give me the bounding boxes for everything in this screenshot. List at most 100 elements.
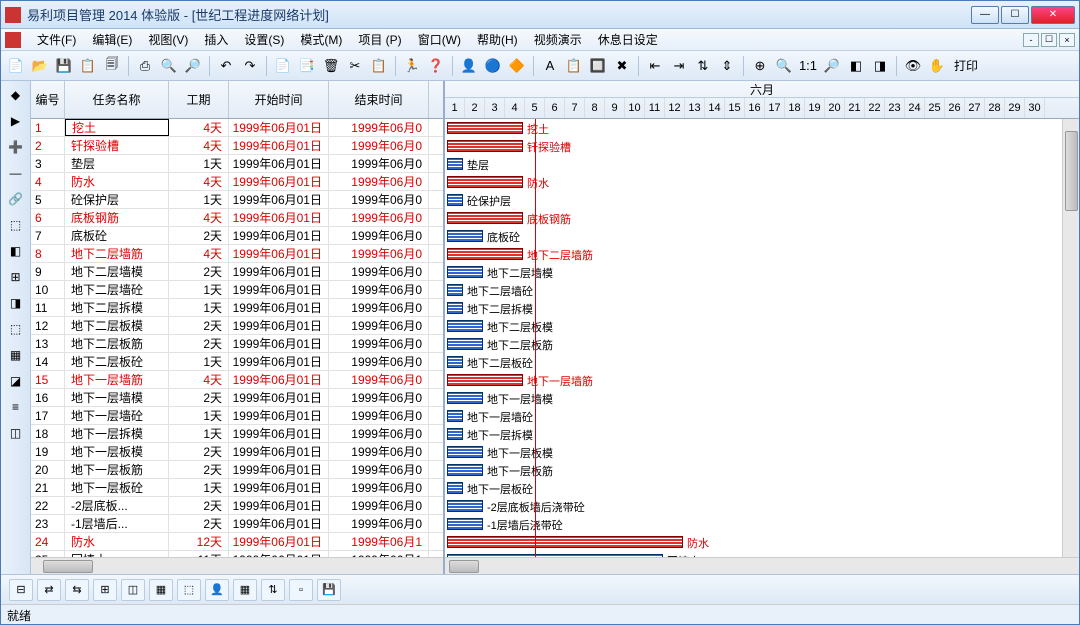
bottom-btn-10[interactable]: ▫	[289, 579, 313, 601]
table-row[interactable]: 4防水4天1999年06月01日1999年06月0	[31, 173, 443, 191]
gantt-row[interactable]: 底板钢筋	[445, 209, 1079, 227]
toolbar-btn-27[interactable]: ⇕	[716, 55, 738, 77]
gantt-bar[interactable]	[447, 446, 483, 458]
calendar-day[interactable]: 3	[485, 98, 505, 118]
table-row[interactable]: 23-1层墙后...2天1999年06月01日1999年06月0	[31, 515, 443, 533]
toolbar-btn-30[interactable]: 1:1	[797, 55, 819, 77]
gantt-bar[interactable]	[447, 464, 483, 476]
table-row[interactable]: 11地下二层拆模1天1999年06月01日1999年06月0	[31, 299, 443, 317]
table-row[interactable]: 25回填土11天1999年06月01日1999年06月1	[31, 551, 443, 557]
toolbar-btn-23[interactable]: ✖	[611, 55, 633, 77]
gantt-bar[interactable]	[447, 140, 523, 152]
gantt-bar[interactable]	[447, 302, 463, 314]
table-row[interactable]: 5砼保护层1天1999年06月01日1999年06月0	[31, 191, 443, 209]
sidebar-btn-1[interactable]: ▶	[6, 111, 26, 131]
toolbar-btn-0[interactable]: 📄	[5, 55, 27, 77]
gantt-row[interactable]: 地下一层墙砼	[445, 407, 1079, 425]
toolbar-btn-21[interactable]: 📋	[563, 55, 585, 77]
calendar-day[interactable]: 4	[505, 98, 525, 118]
bottom-btn-2[interactable]: ⇆	[65, 579, 89, 601]
calendar-day[interactable]: 28	[985, 98, 1005, 118]
gantt-row[interactable]: 地下一层板筋	[445, 461, 1079, 479]
gantt-row[interactable]: 砼保护层	[445, 191, 1079, 209]
toolbar-btn-34[interactable]: 👁	[902, 55, 924, 77]
gantt-row[interactable]: 地下二层拆模	[445, 299, 1079, 317]
toolbar-btn-1[interactable]: 📂	[29, 55, 51, 77]
toolbar-btn-11[interactable]: 📑	[296, 55, 318, 77]
bottom-btn-1[interactable]: ⇄	[37, 579, 61, 601]
bottom-btn-5[interactable]: ▦	[149, 579, 173, 601]
sidebar-btn-10[interactable]: ▦	[6, 345, 26, 365]
gantt-row[interactable]: -1层墙后浇带砼	[445, 515, 1079, 533]
toolbar-btn-8[interactable]: ↶	[215, 55, 237, 77]
table-row[interactable]: 14地下二层板砼1天1999年06月01日1999年06月0	[31, 353, 443, 371]
gantt-row[interactable]: 垫层	[445, 155, 1079, 173]
table-row[interactable]: 13地下二层板筋2天1999年06月01日1999年06月0	[31, 335, 443, 353]
toolbar-btn-15[interactable]: 🏃	[401, 55, 423, 77]
toolbar-btn-9[interactable]: ↷	[239, 55, 261, 77]
gantt-row[interactable]: 地下一层拆模	[445, 425, 1079, 443]
calendar-day[interactable]: 8	[585, 98, 605, 118]
gantt-chart[interactable]: 挖土钎探验槽垫层防水砼保护层底板钢筋底板砼地下二层墙筋地下二层墙模地下二层墙砼地…	[445, 119, 1079, 557]
sidebar-btn-6[interactable]: ◧	[6, 241, 26, 261]
table-row[interactable]: 12地下二层板模2天1999年06月01日1999年06月0	[31, 317, 443, 335]
gantt-bar[interactable]	[447, 230, 483, 242]
calendar-day[interactable]: 29	[1005, 98, 1025, 118]
toolbar-print-label[interactable]: 打印	[950, 57, 982, 74]
calendar-day[interactable]: 1	[445, 98, 465, 118]
menu-视频演示[interactable]: 视频演示	[526, 29, 590, 50]
menu-模式(M)[interactable]: 模式(M)	[292, 29, 350, 50]
table-row[interactable]: 2钎探验槽4天1999年06月01日1999年06月0	[31, 137, 443, 155]
calendar-day[interactable]: 16	[745, 98, 765, 118]
gantt-row[interactable]: 地下一层板砼	[445, 479, 1079, 497]
mdi-min-button[interactable]: -	[1023, 33, 1039, 47]
gantt-bar[interactable]	[447, 500, 483, 512]
mdi-close-button[interactable]: ×	[1059, 33, 1075, 47]
sidebar-btn-4[interactable]: 🔗	[6, 189, 26, 209]
bottom-btn-7[interactable]: 👤	[205, 579, 229, 601]
sidebar-btn-13[interactable]: ◫	[6, 423, 26, 443]
sidebar-btn-5[interactable]: ⬚	[6, 215, 26, 235]
toolbar-btn-2[interactable]: 💾	[53, 55, 75, 77]
table-row[interactable]: 6底板钢筋4天1999年06月01日1999年06月0	[31, 209, 443, 227]
sidebar-btn-3[interactable]: —	[6, 163, 26, 183]
toolbar-btn-33[interactable]: ◨	[869, 55, 891, 77]
toolbar-btn-28[interactable]: ⊕	[749, 55, 771, 77]
toolbar-btn-32[interactable]: ◧	[845, 55, 867, 77]
gantt-bar[interactable]	[447, 158, 463, 170]
grid-header-1[interactable]: 任务名称	[65, 81, 169, 118]
gantt-bar[interactable]	[447, 482, 463, 494]
table-row[interactable]: 24防水12天1999年06月01日1999年06月1	[31, 533, 443, 551]
gantt-bar[interactable]	[447, 284, 463, 296]
table-row[interactable]: 19地下一层板模2天1999年06月01日1999年06月0	[31, 443, 443, 461]
toolbar-btn-14[interactable]: 📋	[368, 55, 390, 77]
calendar-day[interactable]: 13	[685, 98, 705, 118]
menu-编辑(E)[interactable]: 编辑(E)	[84, 29, 140, 50]
menu-休息日设定[interactable]: 休息日设定	[590, 29, 666, 50]
table-row[interactable]: 20地下一层板筋2天1999年06月01日1999年06月0	[31, 461, 443, 479]
grid-header-0[interactable]: 编号	[31, 81, 65, 118]
gantt-row[interactable]: 底板砼	[445, 227, 1079, 245]
calendar-day[interactable]: 21	[845, 98, 865, 118]
table-row[interactable]: 8地下二层墙筋4天1999年06月01日1999年06月0	[31, 245, 443, 263]
grid-hscrollbar[interactable]	[31, 557, 443, 574]
toolbar-btn-7[interactable]: 🔎	[182, 55, 204, 77]
toolbar-btn-22[interactable]: 🔲	[587, 55, 609, 77]
gantt-row[interactable]: 防水	[445, 533, 1079, 551]
toolbar-btn-3[interactable]: 📋	[77, 55, 99, 77]
sidebar-btn-0[interactable]: ◆	[6, 85, 26, 105]
toolbar-btn-13[interactable]: ✂	[344, 55, 366, 77]
menu-插入[interactable]: 插入	[196, 29, 236, 50]
calendar-day[interactable]: 15	[725, 98, 745, 118]
toolbar-btn-12[interactable]: 🗑	[320, 55, 342, 77]
calendar-day[interactable]: 2	[465, 98, 485, 118]
calendar-day[interactable]: 27	[965, 98, 985, 118]
close-button[interactable]: ✕	[1031, 6, 1075, 24]
toolbar-btn-10[interactable]: 📄	[272, 55, 294, 77]
table-row[interactable]: 9地下二层墙模2天1999年06月01日1999年06月0	[31, 263, 443, 281]
toolbar-btn-26[interactable]: ⇅	[692, 55, 714, 77]
bottom-btn-3[interactable]: ⊞	[93, 579, 117, 601]
gantt-row[interactable]: 地下二层墙模	[445, 263, 1079, 281]
menu-文件(F)[interactable]: 文件(F)	[29, 29, 84, 50]
calendar-day[interactable]: 11	[645, 98, 665, 118]
